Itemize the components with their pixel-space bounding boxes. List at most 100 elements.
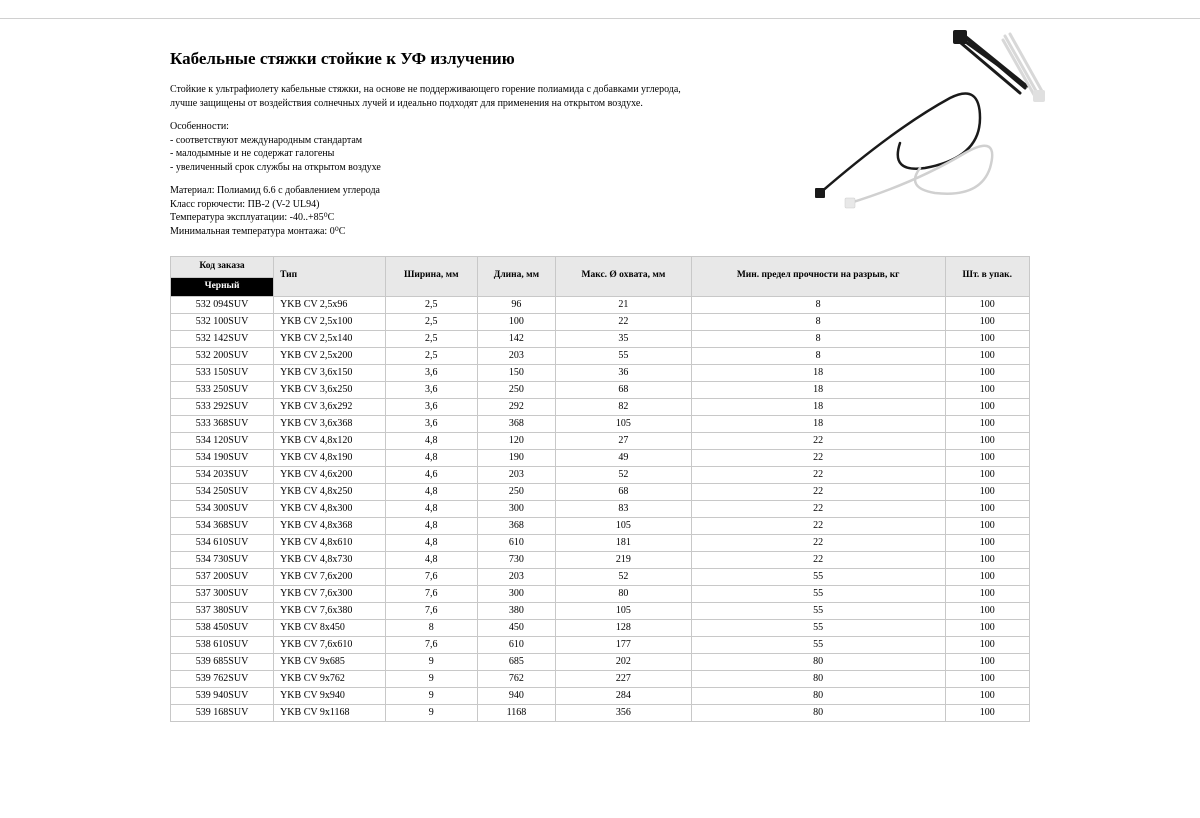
cell-length: 120 xyxy=(477,432,555,449)
cell-type: YKB CV 9x1168 xyxy=(274,704,386,721)
cell-maxd: 105 xyxy=(556,602,692,619)
cell-code: 534 300SUV xyxy=(171,500,274,517)
cell-type: YKB CV 7,6x200 xyxy=(274,568,386,585)
table-row: 534 300SUVYKB CV 4,8x3004,83008322100 xyxy=(171,500,1030,517)
cell-maxd: 22 xyxy=(556,313,692,330)
col-pack: Шт. в упак. xyxy=(945,257,1029,297)
table-row: 533 250SUVYKB CV 3,6x2503,62506818100 xyxy=(171,381,1030,398)
cell-pack: 100 xyxy=(945,398,1029,415)
table-row: 539 685SUVYKB CV 9x685968520280100 xyxy=(171,653,1030,670)
cell-width: 2,5 xyxy=(385,347,477,364)
cell-pack: 100 xyxy=(945,483,1029,500)
cell-length: 380 xyxy=(477,602,555,619)
cell-length: 368 xyxy=(477,517,555,534)
table-row: 534 190SUVYKB CV 4,8x1904,81904922100 xyxy=(171,449,1030,466)
cell-length: 610 xyxy=(477,534,555,551)
cell-width: 3,6 xyxy=(385,415,477,432)
table-row: 532 200SUVYKB CV 2,5x2002,5203558100 xyxy=(171,347,1030,364)
cell-pack: 100 xyxy=(945,687,1029,704)
cell-strength: 18 xyxy=(691,364,945,381)
cell-length: 96 xyxy=(477,296,555,313)
cell-pack: 100 xyxy=(945,636,1029,653)
cell-maxd: 68 xyxy=(556,483,692,500)
cell-pack: 100 xyxy=(945,534,1029,551)
table-row: 539 762SUVYKB CV 9x762976222780100 xyxy=(171,670,1030,687)
cell-width: 3,6 xyxy=(385,398,477,415)
cell-strength: 80 xyxy=(691,704,945,721)
cell-width: 4,8 xyxy=(385,517,477,534)
cell-strength: 80 xyxy=(691,670,945,687)
cell-type: YKB CV 4,8x250 xyxy=(274,483,386,500)
cell-pack: 100 xyxy=(945,585,1029,602)
cell-code: 538 450SUV xyxy=(171,619,274,636)
cell-type: YKB CV 4,8x120 xyxy=(274,432,386,449)
table-row: 538 450SUVYKB CV 8x450845012855100 xyxy=(171,619,1030,636)
cell-length: 762 xyxy=(477,670,555,687)
table-row: 532 094SUVYKB CV 2,5x962,596218100 xyxy=(171,296,1030,313)
cell-width: 4,8 xyxy=(385,483,477,500)
cell-maxd: 219 xyxy=(556,551,692,568)
cell-strength: 8 xyxy=(691,296,945,313)
cell-code: 534 190SUV xyxy=(171,449,274,466)
cell-code: 534 730SUV xyxy=(171,551,274,568)
cell-pack: 100 xyxy=(945,449,1029,466)
cell-type: YKB CV 4,6x200 xyxy=(274,466,386,483)
cell-type: YKB CV 9x685 xyxy=(274,653,386,670)
cell-pack: 100 xyxy=(945,551,1029,568)
cell-type: YKB CV 3,6x150 xyxy=(274,364,386,381)
cell-pack: 100 xyxy=(945,619,1029,636)
cell-width: 2,5 xyxy=(385,330,477,347)
table-row: 537 200SUVYKB CV 7,6x2007,62035255100 xyxy=(171,568,1030,585)
cell-width: 9 xyxy=(385,670,477,687)
cell-length: 730 xyxy=(477,551,555,568)
cell-width: 4,8 xyxy=(385,500,477,517)
cell-maxd: 52 xyxy=(556,568,692,585)
cell-strength: 55 xyxy=(691,619,945,636)
cell-strength: 22 xyxy=(691,534,945,551)
spec-table: Код заказа Черный Тип Ширина, мм Длина, … xyxy=(170,256,1030,722)
cell-pack: 100 xyxy=(945,432,1029,449)
feature-item: - соответствуют международным стандартам xyxy=(170,134,700,148)
cell-code: 533 150SUV xyxy=(171,364,274,381)
spec-line: Температура эксплуатации: -40..+85⁰С xyxy=(170,211,700,225)
cell-length: 610 xyxy=(477,636,555,653)
cell-type: YKB CV 9x940 xyxy=(274,687,386,704)
cell-length: 190 xyxy=(477,449,555,466)
cell-width: 8 xyxy=(385,619,477,636)
cell-strength: 80 xyxy=(691,653,945,670)
cell-width: 7,6 xyxy=(385,585,477,602)
cell-strength: 55 xyxy=(691,585,945,602)
cell-pack: 100 xyxy=(945,347,1029,364)
table-row: 534 203SUVYKB CV 4,6x2004,62035222100 xyxy=(171,466,1030,483)
cell-width: 4,8 xyxy=(385,551,477,568)
table-row: 534 610SUVYKB CV 4,8x6104,861018122100 xyxy=(171,534,1030,551)
cell-type: YKB CV 7,6x300 xyxy=(274,585,386,602)
cell-length: 300 xyxy=(477,500,555,517)
cell-type: YKB CV 4,8x730 xyxy=(274,551,386,568)
table-row: 532 100SUVYKB CV 2,5x1002,5100228100 xyxy=(171,313,1030,330)
cell-strength: 22 xyxy=(691,449,945,466)
cell-code: 539 940SUV xyxy=(171,687,274,704)
cell-type: YKB CV 4,8x610 xyxy=(274,534,386,551)
cell-type: YKB CV 9x762 xyxy=(274,670,386,687)
cell-code: 539 168SUV xyxy=(171,704,274,721)
col-code: Код заказа Черный xyxy=(171,257,274,297)
cell-maxd: 227 xyxy=(556,670,692,687)
cell-strength: 18 xyxy=(691,415,945,432)
cell-strength: 18 xyxy=(691,381,945,398)
cell-maxd: 128 xyxy=(556,619,692,636)
cell-pack: 100 xyxy=(945,466,1029,483)
cell-type: YKB CV 3,6x292 xyxy=(274,398,386,415)
cell-length: 300 xyxy=(477,585,555,602)
cell-length: 250 xyxy=(477,381,555,398)
cell-length: 368 xyxy=(477,415,555,432)
cell-strength: 55 xyxy=(691,568,945,585)
cell-maxd: 80 xyxy=(556,585,692,602)
cell-length: 250 xyxy=(477,483,555,500)
col-width: Ширина, мм xyxy=(385,257,477,297)
cell-width: 7,6 xyxy=(385,568,477,585)
cell-width: 3,6 xyxy=(385,364,477,381)
cell-width: 9 xyxy=(385,653,477,670)
cell-type: YKB CV 2,5x140 xyxy=(274,330,386,347)
cell-strength: 22 xyxy=(691,517,945,534)
